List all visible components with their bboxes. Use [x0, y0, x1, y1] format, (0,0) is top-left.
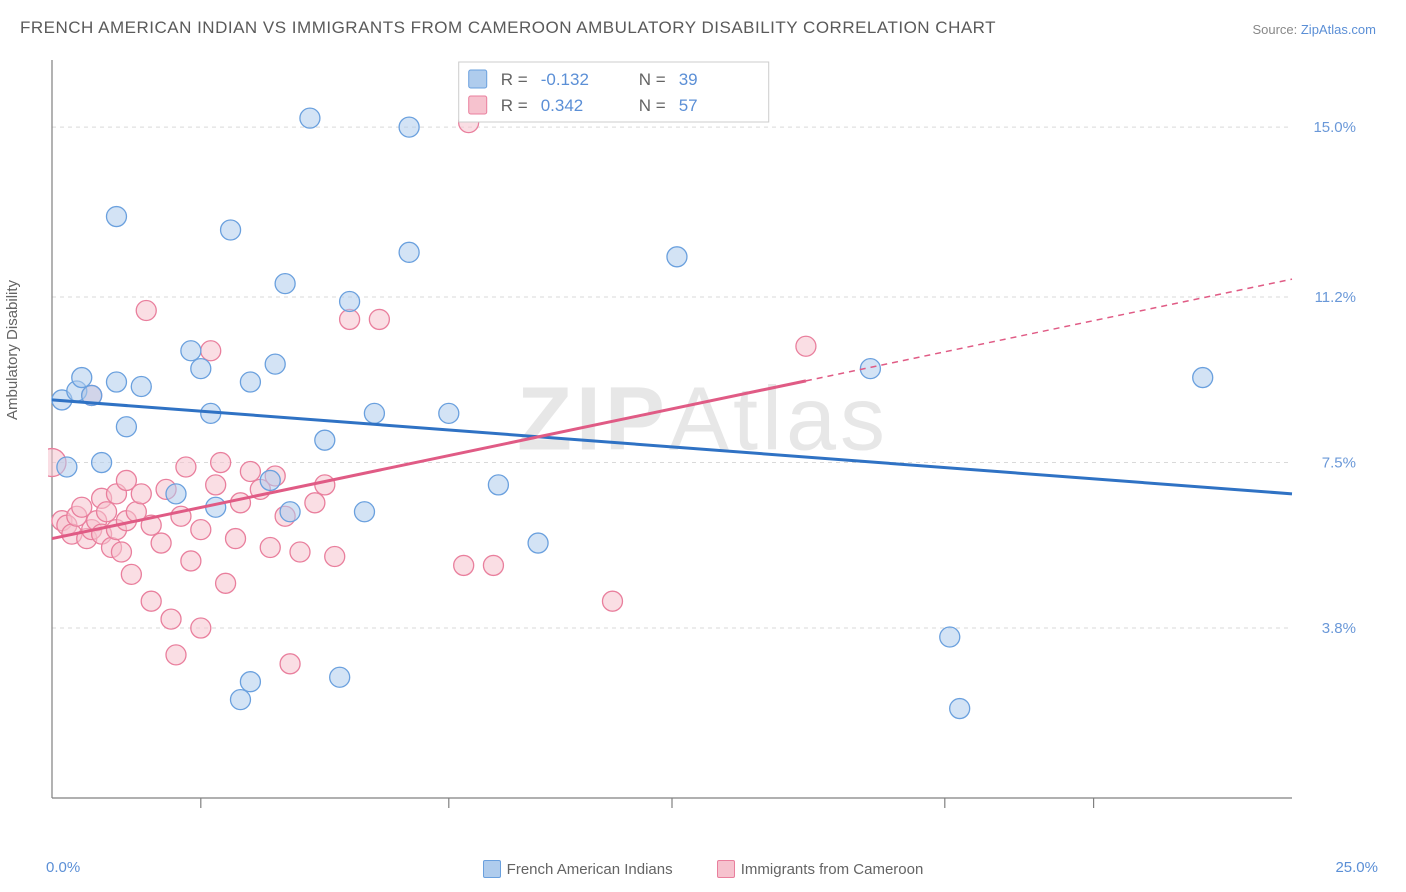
source-label: Source: — [1252, 22, 1300, 37]
scatter-point-series1 — [488, 475, 508, 495]
scatter-point-series2 — [796, 336, 816, 356]
scatter-point-series2 — [201, 341, 221, 361]
legend-r-label: R = — [501, 96, 528, 115]
scatter-point-series2 — [161, 609, 181, 629]
scatter-point-series1 — [330, 667, 350, 687]
scatter-point-series1 — [265, 354, 285, 374]
legend-n-value: 39 — [679, 70, 698, 89]
scatter-point-series2 — [369, 309, 389, 329]
scatter-point-series1 — [92, 453, 112, 473]
scatter-point-series1 — [116, 417, 136, 437]
scatter-point-series2 — [325, 546, 345, 566]
legend-swatch — [469, 96, 487, 114]
scatter-point-series2 — [141, 591, 161, 611]
trendline-series1 — [52, 400, 1292, 494]
legend-item-series2: Immigrants from Cameroon — [717, 861, 924, 878]
scatter-point-series2 — [97, 502, 117, 522]
scatter-point-series1 — [131, 377, 151, 397]
scatter-point-series2 — [290, 542, 310, 562]
scatter-point-series2 — [136, 300, 156, 320]
legend-swatch-series2 — [717, 860, 735, 878]
scatter-point-series1 — [340, 292, 360, 312]
y-tick-label: 7.5% — [1322, 455, 1356, 472]
legend-label-series1: French American Indians — [507, 861, 673, 878]
scatter-point-series2 — [151, 533, 171, 553]
scatter-point-series1 — [57, 457, 77, 477]
legend-item-series1: French American Indians — [483, 861, 677, 878]
legend-n-label: N = — [639, 96, 666, 115]
scatter-point-series1 — [1193, 368, 1213, 388]
bottom-legend: French American Indians Immigrants from … — [0, 860, 1406, 878]
scatter-point-series2 — [211, 453, 231, 473]
y-tick-label: 3.8% — [1322, 620, 1356, 637]
trendline-series2-dash — [806, 279, 1292, 381]
scatter-point-series2 — [206, 475, 226, 495]
scatter-point-series1 — [364, 403, 384, 423]
scatter-point-series1 — [399, 242, 419, 262]
scatter-point-series2 — [260, 538, 280, 558]
scatter-point-series2 — [191, 520, 211, 540]
scatter-point-series1 — [191, 359, 211, 379]
scatter-point-series2 — [131, 484, 151, 504]
legend-swatch-series1 — [483, 860, 501, 878]
scatter-point-series2 — [340, 309, 360, 329]
y-tick-label: 11.2% — [1315, 289, 1356, 306]
scatter-point-series1 — [528, 533, 548, 553]
chart-title: FRENCH AMERICAN INDIAN VS IMMIGRANTS FRO… — [20, 18, 996, 38]
scatter-point-series2 — [176, 457, 196, 477]
scatter-point-series1 — [260, 470, 280, 490]
scatter-point-series2 — [602, 591, 622, 611]
scatter-point-series2 — [166, 645, 186, 665]
chart-plot-area: 15.0% 11.2% 7.5% 3.8% R = -0.132 N = 39 R = 0.342… — [48, 52, 1362, 822]
scatter-point-series2 — [280, 654, 300, 674]
legend-r-value: -0.132 — [541, 70, 589, 89]
scatter-point-series2 — [111, 542, 131, 562]
scatter-point-series2 — [216, 573, 236, 593]
legend-r-value: 0.342 — [541, 96, 584, 115]
scatter-point-series1 — [275, 274, 295, 294]
scatter-point-series1 — [230, 690, 250, 710]
scatter-point-series1 — [240, 372, 260, 392]
legend-n-label: N = — [639, 70, 666, 89]
scatter-point-series1 — [280, 502, 300, 522]
scatter-point-series1 — [940, 627, 960, 647]
scatter-point-series1 — [221, 220, 241, 240]
scatter-point-series1 — [106, 207, 126, 227]
scatter-point-series1 — [181, 341, 201, 361]
scatter-point-series2 — [454, 555, 474, 575]
scatter-point-series1 — [72, 368, 92, 388]
scatter-point-series1 — [315, 430, 335, 450]
legend-n-value: 57 — [679, 96, 698, 115]
scatter-point-series1 — [354, 502, 374, 522]
scatter-point-series2 — [191, 618, 211, 638]
scatter-point-series1 — [106, 372, 126, 392]
scatter-point-series1 — [240, 672, 260, 692]
scatter-point-series1 — [300, 108, 320, 128]
chart-svg: 15.0% 11.2% 7.5% 3.8% R = -0.132 N = 39 R = 0.342… — [48, 52, 1362, 822]
y-tick-label: 15.0% — [1313, 119, 1356, 136]
scatter-point-series1 — [166, 484, 186, 504]
legend-label-series2: Immigrants from Cameroon — [741, 861, 924, 878]
scatter-point-series2 — [315, 475, 335, 495]
scatter-point-series2 — [230, 493, 250, 513]
scatter-point-series2 — [226, 529, 246, 549]
scatter-point-series2 — [483, 555, 503, 575]
scatter-point-series1 — [399, 117, 419, 137]
source-attribution: Source: ZipAtlas.com — [1252, 22, 1376, 37]
legend-r-label: R = — [501, 70, 528, 89]
scatter-point-series2 — [121, 564, 141, 584]
source-link[interactable]: ZipAtlas.com — [1301, 22, 1376, 37]
scatter-point-series2 — [181, 551, 201, 571]
scatter-point-series1 — [950, 699, 970, 719]
legend-swatch — [469, 70, 487, 88]
scatter-point-series1 — [667, 247, 687, 267]
y-axis-label: Ambulatory Disability — [4, 280, 21, 420]
scatter-point-series2 — [240, 461, 260, 481]
scatter-point-series2 — [305, 493, 325, 513]
trendline-series2-solid — [52, 381, 806, 539]
scatter-point-series1 — [439, 403, 459, 423]
